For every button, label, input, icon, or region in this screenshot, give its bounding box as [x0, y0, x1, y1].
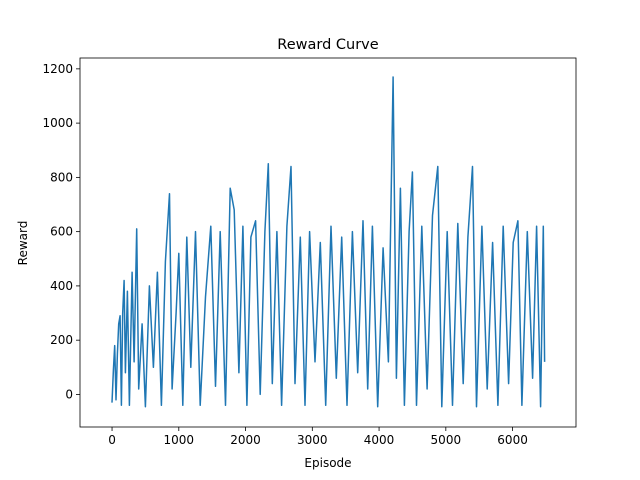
- x-tick-label: 6000: [497, 433, 528, 447]
- x-tick-label: 5000: [431, 433, 462, 447]
- y-tick-label: 1000: [42, 116, 73, 130]
- y-tick-label: 800: [50, 170, 73, 184]
- y-tick-label: 600: [50, 225, 73, 239]
- series-layer: [111, 76, 546, 408]
- x-tick-label: 0: [108, 433, 116, 447]
- chart-title: Reward Curve: [277, 37, 378, 53]
- y-tick-label: 0: [65, 387, 73, 401]
- x-tick-label: 2000: [230, 433, 261, 447]
- y-tick-label: 1200: [42, 62, 73, 76]
- x-axis-label: Episode: [304, 456, 351, 470]
- x-tick-label: 4000: [364, 433, 395, 447]
- plot-area-frame: [79, 57, 577, 428]
- x-tick-label: 1000: [164, 433, 195, 447]
- x-axis-ticks: 0 1000 2000 3000 4000 5000 6000: [108, 427, 528, 447]
- y-axis-label: Reward: [16, 221, 30, 266]
- y-tick-label: 400: [50, 279, 73, 293]
- reward-series-line: [111, 76, 546, 408]
- y-tick-label: 200: [50, 333, 73, 347]
- y-axis-ticks: 0 200 400 600 800 1000 1200: [42, 62, 80, 401]
- x-tick-label: 3000: [297, 433, 328, 447]
